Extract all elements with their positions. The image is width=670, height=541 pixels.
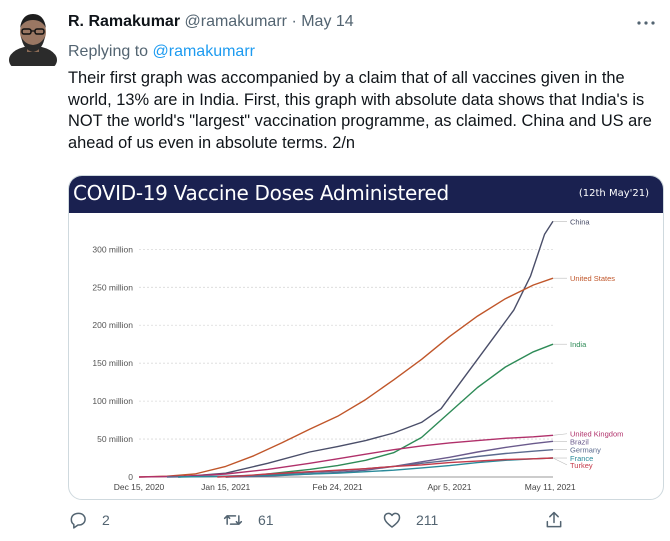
series-label: Brazil <box>570 437 589 446</box>
series-label: Turkey <box>570 461 593 470</box>
like-count: 211 <box>416 512 439 528</box>
y-tick-label: 300 million <box>92 244 133 254</box>
series-label: Germany <box>570 446 601 455</box>
reply-mention-link[interactable]: @ramakumarr <box>152 43 255 60</box>
series-leader-line <box>552 457 568 466</box>
series-label: India <box>570 340 587 349</box>
replying-to: Replying to @ramakumarr <box>68 43 255 61</box>
retweet-count: 61 <box>258 512 274 528</box>
reply-count: 2 <box>102 512 110 528</box>
share-button[interactable] <box>544 510 578 530</box>
series-label: United Kingdom <box>570 430 623 439</box>
series-line-china <box>178 220 554 478</box>
retweet-button[interactable]: 61 <box>222 510 274 530</box>
tweet-text: Their first graph was accompanied by a c… <box>68 69 652 152</box>
chart-title: COVID-19 Vaccine Doses Administered <box>73 181 449 205</box>
y-tick-label: 250 million <box>92 282 133 292</box>
x-tick-label: May 11, 2021 <box>525 482 576 492</box>
y-tick-label: 200 million <box>92 320 133 330</box>
series-leader-line <box>552 433 568 436</box>
heart-icon <box>383 512 401 528</box>
series-line-united-kingdom <box>138 434 554 478</box>
y-tick-label: 50 million <box>97 434 133 444</box>
author-handle[interactable]: @ramakumarr <box>184 13 287 30</box>
avatar-image <box>9 14 57 66</box>
replying-to-label: Replying to <box>68 43 149 60</box>
series-line-turkey <box>217 457 554 478</box>
tweet-date[interactable]: May 14 <box>301 13 354 30</box>
tweet-header: R. Ramakumar @ramakumarr · May 14 <box>68 13 354 31</box>
tweet-actions: 2 61 211 <box>0 510 670 540</box>
share-icon <box>546 511 562 528</box>
series-line-united-states <box>138 277 554 478</box>
x-tick-label: Apr 5, 2021 <box>428 482 472 492</box>
author-name[interactable]: R. Ramakumar <box>68 13 181 30</box>
like-button[interactable]: 211 <box>382 510 438 530</box>
retweet-icon <box>223 515 243 525</box>
x-tick-label: Jan 15, 2021 <box>201 482 250 492</box>
chart-date-note: (12th May'21) <box>578 188 649 199</box>
avatar[interactable] <box>8 8 58 66</box>
y-tick-label: 150 million <box>92 358 133 368</box>
y-tick-label: 100 million <box>92 396 133 406</box>
reply-icon <box>70 512 86 529</box>
series-line-india <box>225 343 554 478</box>
reply-button[interactable]: 2 <box>68 510 110 530</box>
series-line-france <box>178 457 554 478</box>
series-label: United States <box>570 274 615 283</box>
series-label: China <box>570 217 590 226</box>
more-icon[interactable] <box>636 10 656 31</box>
x-tick-label: Feb 24, 2021 <box>313 482 363 492</box>
y-tick-label: 0 <box>128 472 133 482</box>
chart-header-bar: COVID-19 Vaccine Doses Administered (12t… <box>69 176 663 213</box>
series-label: France <box>570 454 593 463</box>
line-chart: 0 50 million 100 million 150 million 200 mil… <box>92 217 623 492</box>
separator-dot: · <box>291 13 297 30</box>
tweet-media-chart[interactable]: COVID-19 Vaccine Doses Administered (12t… <box>68 175 664 500</box>
x-tick-label: Dec 15, 2020 <box>114 482 165 492</box>
